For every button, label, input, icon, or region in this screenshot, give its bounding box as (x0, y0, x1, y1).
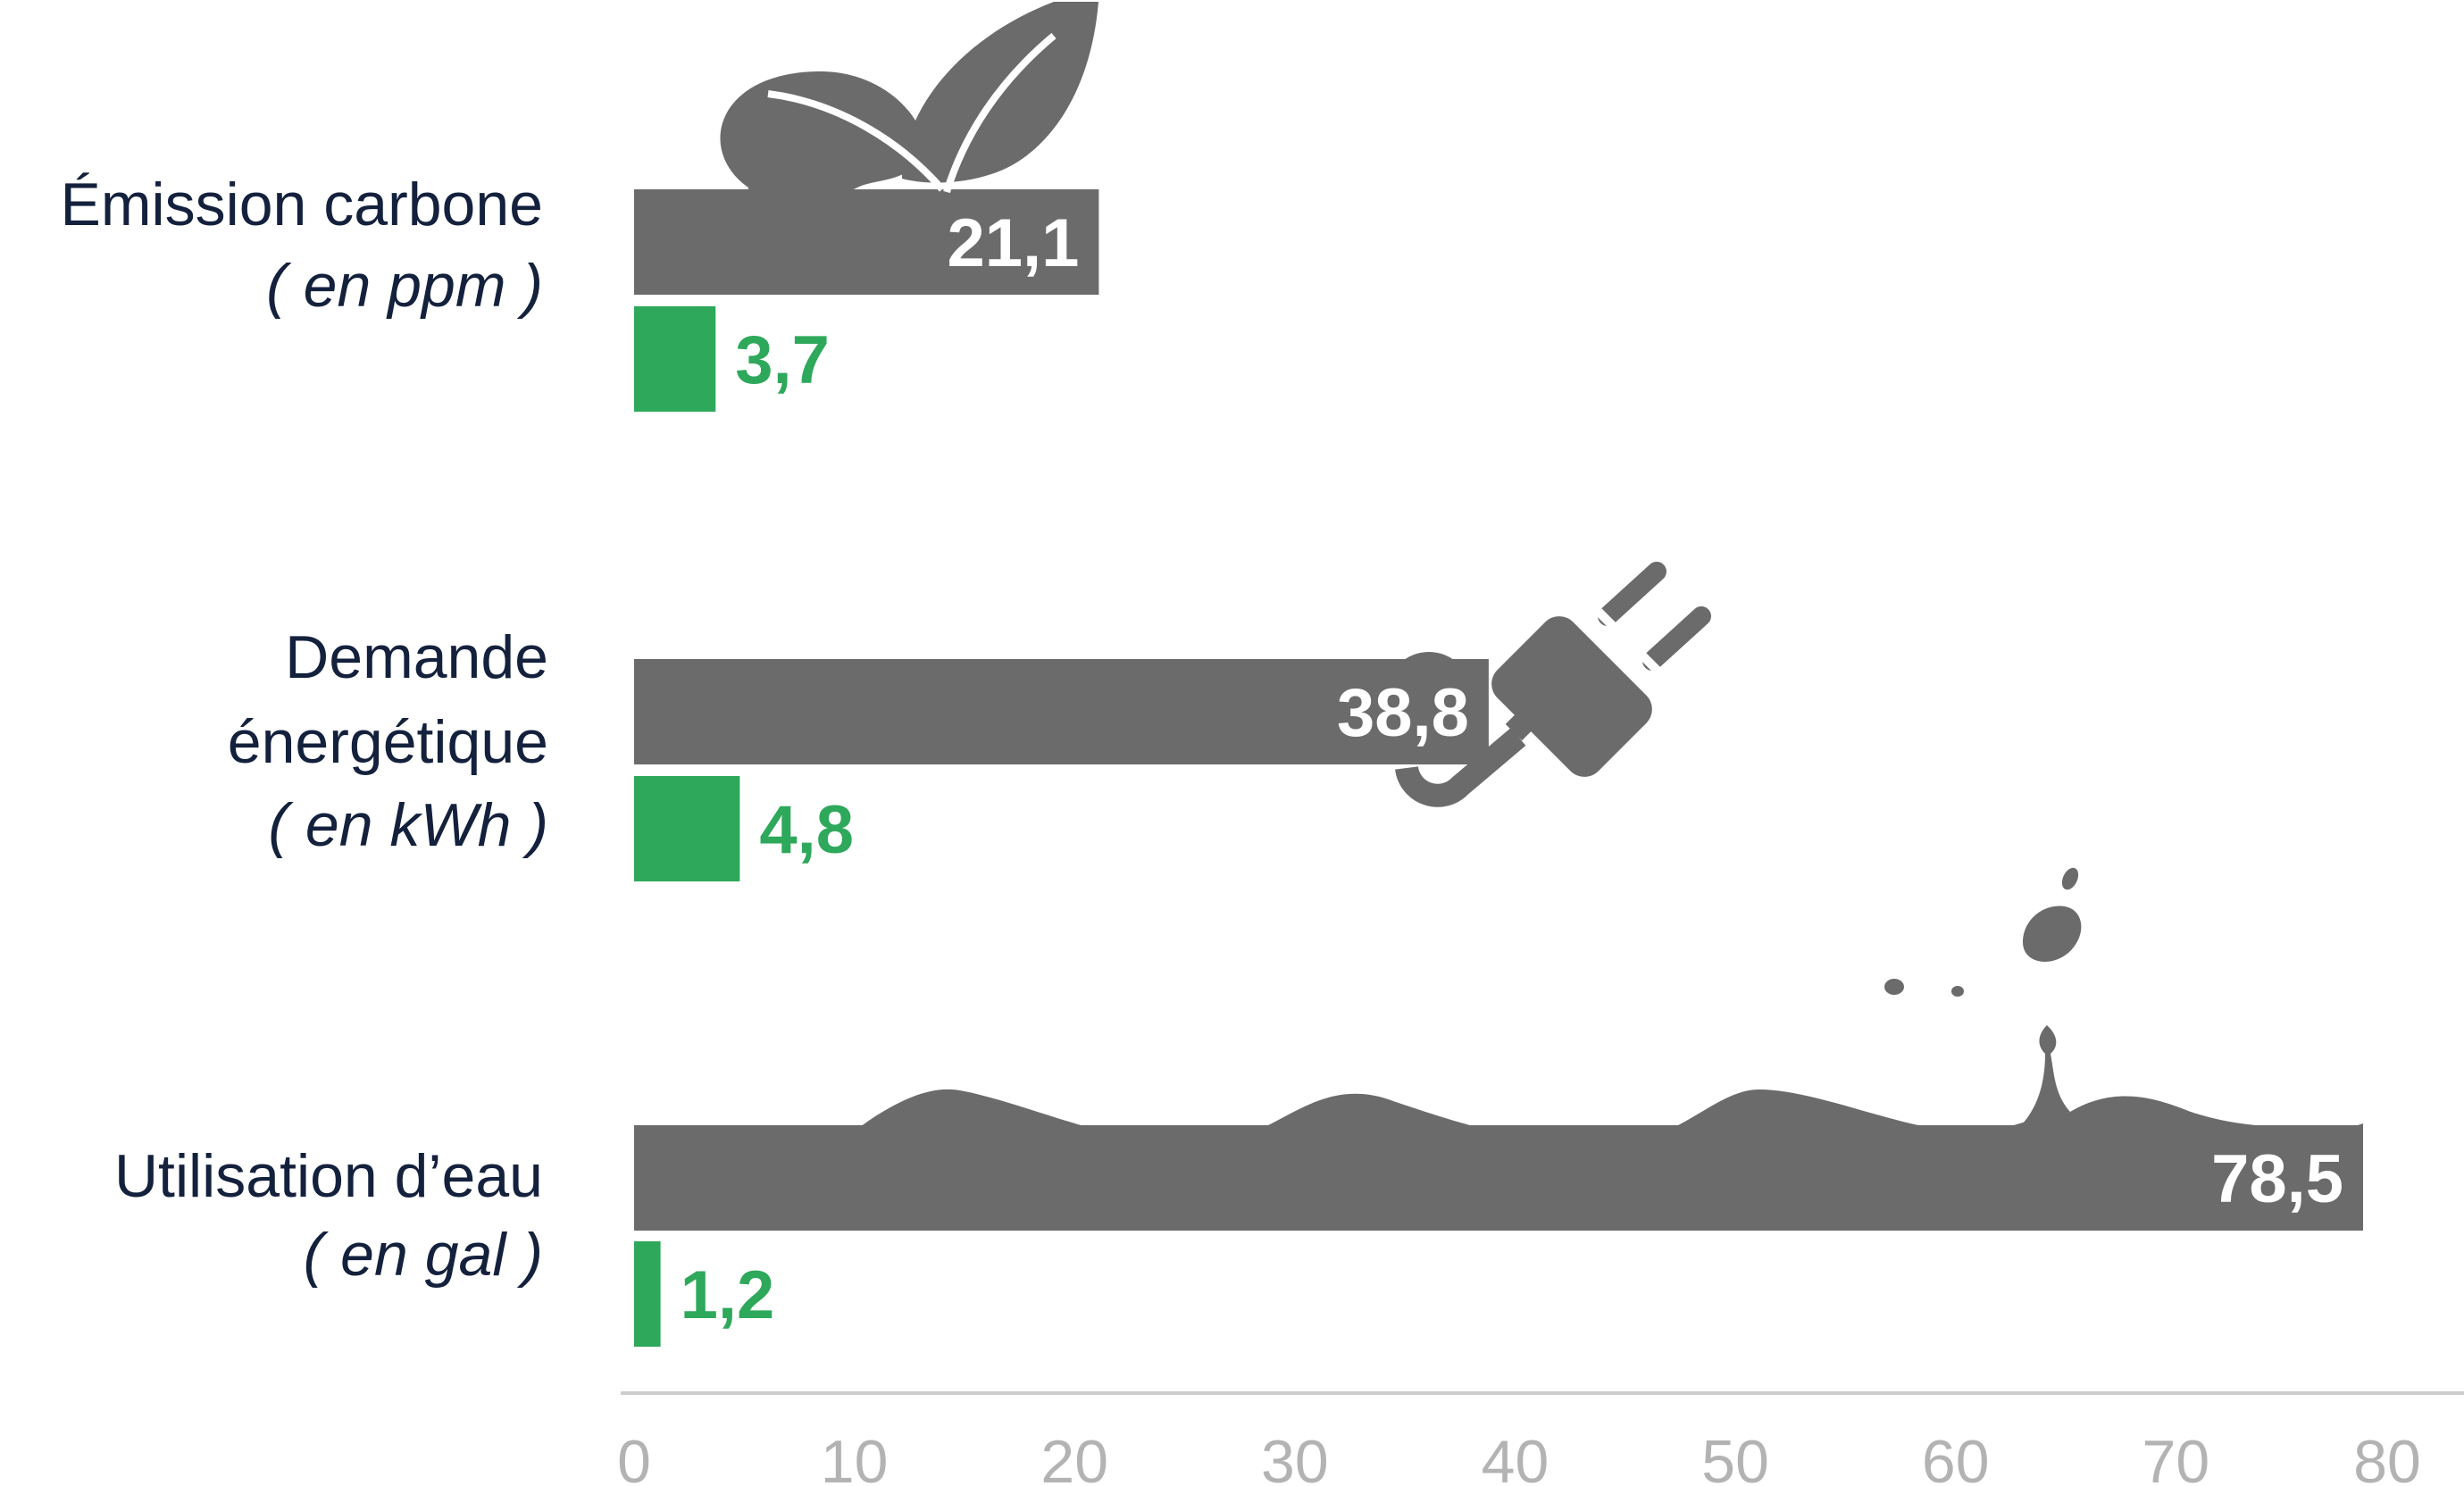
bar-green-2 (634, 1241, 661, 1347)
bar-grey-2-wave (634, 1089, 2364, 1157)
category-label-0-0: Émission carbone (61, 171, 543, 238)
bar-green-0 (634, 306, 716, 412)
value-label-grey-1: 38,8 (1337, 675, 1469, 751)
bars-layer (634, 189, 2364, 1347)
value-label-green-0: 3,7 (735, 322, 830, 398)
category-unit-1: ( en kWh ) (268, 791, 548, 859)
plug-icon (1386, 562, 1711, 807)
category-label-2-0: Utilisation d’eau (114, 1142, 543, 1210)
x-tick-label-5: 50 (1701, 1428, 1769, 1486)
bar-grey-1 (634, 659, 1489, 764)
category-label-1-0: Demande (285, 623, 548, 691)
water-splash-icon (1884, 867, 2082, 1123)
x-tick-label-8: 80 (2353, 1428, 2421, 1486)
x-tick-label-0: 0 (617, 1428, 651, 1486)
value-label-green-1: 4,8 (759, 792, 854, 868)
bar-green-1 (634, 776, 740, 881)
bar-grey-0 (634, 189, 1099, 295)
category-label-1-1: énergétique (228, 708, 548, 776)
category-unit-0: ( en ppm ) (266, 252, 543, 320)
category-unit-2: ( en gal ) (304, 1221, 543, 1289)
x-tick-label-6: 60 (1922, 1428, 1990, 1486)
bar-grey-2 (634, 1125, 2364, 1231)
value-label-grey-2: 78,5 (2211, 1141, 2343, 1217)
x-tick-label-7: 70 (2142, 1428, 2210, 1486)
leaf-icon (720, 2, 1098, 198)
value-label-green-2: 1,2 (681, 1257, 775, 1333)
category-labels: Émission carbone ( en ppm ) Demande énergét… (61, 171, 548, 1289)
x-tick-label-3: 30 (1261, 1428, 1329, 1486)
x-tick-label-2: 20 (1040, 1428, 1108, 1486)
value-label-grey-0: 21,1 (947, 205, 1079, 281)
x-axis: 0 10 20 30 40 50 60 70 80 (617, 1391, 2464, 1486)
x-tick-label-4: 40 (1482, 1428, 1549, 1486)
x-tick-label-1: 10 (821, 1428, 889, 1486)
